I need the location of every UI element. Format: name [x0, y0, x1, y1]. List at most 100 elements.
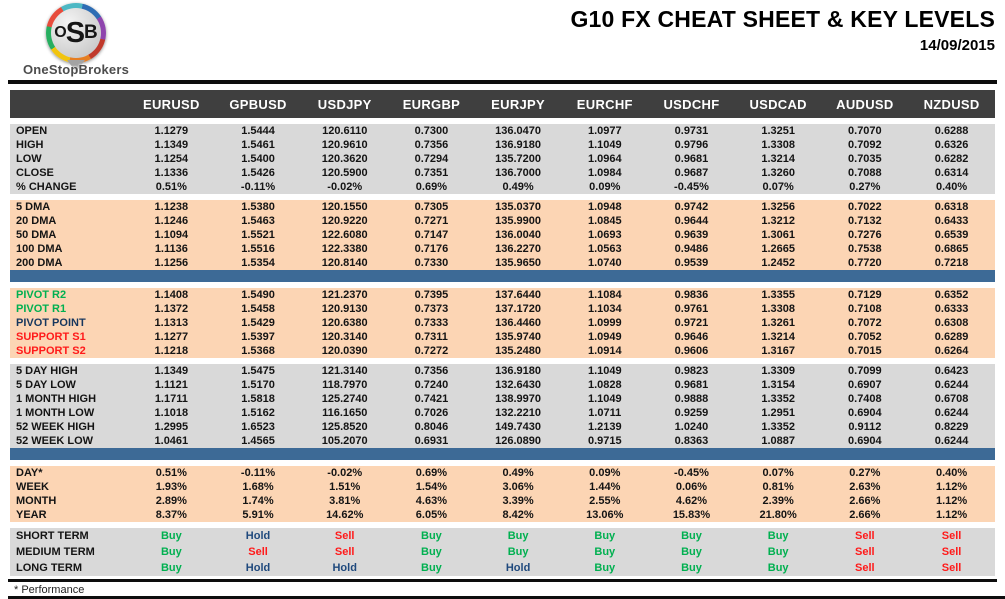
- cell-50-dma-usdcad: 1.3061: [734, 228, 822, 242]
- cell-open-eurjpy: 136.0470: [474, 124, 562, 138]
- cell-50-dma-usdjpy: 122.6080: [301, 228, 389, 242]
- cell-1-month-low-usdjpy: 116.1650: [301, 406, 389, 420]
- cell-support-s2-eurchf: 1.0914: [561, 344, 649, 358]
- cell-200-dma-audusd: 0.7720: [821, 256, 909, 270]
- cell-5-day-low-eurchf: 1.0828: [561, 378, 649, 392]
- cell-200-dma-nzdusd: 0.7218: [908, 256, 995, 270]
- cell-year-nzdusd: 1.12%: [908, 508, 995, 522]
- cell-1-month-high-eurchf: 1.1049: [561, 392, 649, 406]
- cell-medium-term-eurchf: Buy: [561, 544, 649, 560]
- table-row-1-month-low: 1 MONTH LOW 1.1018 1.5162 116.1650 0.7026 132…: [10, 406, 995, 420]
- cell-low-usdjpy: 120.3620: [301, 152, 389, 166]
- cell-100-dma-eurgbp: 0.7176: [388, 242, 475, 256]
- cell-20-dma-audusd: 0.7132: [821, 214, 909, 228]
- cell-change-gpbusd: -0.11%: [214, 180, 302, 194]
- cell-support-s1-eurusd: 1.1277: [128, 330, 215, 344]
- column-header-usdchf: USDCHF: [648, 90, 735, 118]
- cell-long-term-usdjpy: Hold: [301, 560, 389, 576]
- cell-low-nzdusd: 0.6282: [908, 152, 995, 166]
- cell-short-term-usdjpy: Sell: [301, 528, 389, 544]
- cell-low-eurjpy: 135.7200: [474, 152, 562, 166]
- cell-short-term-eurchf: Buy: [561, 528, 649, 544]
- cell-100-dma-eurusd: 1.1136: [128, 242, 215, 256]
- cell-pivot-r1-nzdusd: 0.6333: [908, 302, 995, 316]
- cell-5-day-low-nzdusd: 0.6244: [908, 378, 995, 392]
- cell-100-dma-usdcad: 1.2665: [734, 242, 822, 256]
- cell-pivot-r2-eurusd: 1.1408: [128, 288, 215, 302]
- cell-5-day-high-usdcad: 1.3309: [734, 364, 822, 378]
- cell-month-gpbusd: 1.74%: [214, 494, 302, 508]
- cell-5-dma-eurusd: 1.1238: [128, 200, 215, 214]
- table-row-5-dma: 5 DMA 1.1238 1.5380 120.1550 0.7305 135.0370 1…: [10, 200, 995, 214]
- cell-low-eurchf: 1.0964: [561, 152, 649, 166]
- cell-support-s1-nzdusd: 0.6289: [908, 330, 995, 344]
- cell-20-dma-nzdusd: 0.6433: [908, 214, 995, 228]
- cell-month-eurgbp: 4.63%: [388, 494, 475, 508]
- table-row-100-dma: 100 DMA 1.1136 1.5516 122.3380 0.7176 136.227…: [10, 242, 995, 256]
- cell-support-s2-eurusd: 1.1218: [128, 344, 215, 358]
- performance-footnote: * Performance: [14, 584, 85, 596]
- cell-close-eurjpy: 136.7000: [474, 166, 562, 180]
- cell-short-term-usdcad: Buy: [734, 528, 822, 544]
- cell-high-eurgbp: 0.7356: [388, 138, 475, 152]
- row-label-100-dma: 100 DMA: [10, 242, 128, 256]
- cell-pivot-point-eurgbp: 0.7333: [388, 316, 475, 330]
- cell-1-month-low-eurgbp: 0.7026: [388, 406, 475, 420]
- cell-year-eurgbp: 6.05%: [388, 508, 475, 522]
- cell-month-audusd: 2.66%: [821, 494, 909, 508]
- row-label-week: WEEK: [10, 480, 128, 494]
- section-ohlc: OPEN 1.1279 1.5444 120.6110 0.7300 136.0470 1.…: [10, 124, 995, 194]
- cell-long-term-eurgbp: Buy: [388, 560, 475, 576]
- cell-1-month-high-gpbusd: 1.5818: [214, 392, 302, 406]
- cell-year-audusd: 2.66%: [821, 508, 909, 522]
- cell-day-eurusd: 0.51%: [128, 466, 215, 480]
- cell-50-dma-eurgbp: 0.7147: [388, 228, 475, 242]
- blue-section-divider: [10, 270, 995, 282]
- cell-close-audusd: 0.7088: [821, 166, 909, 180]
- cell-200-dma-usdcad: 1.2452: [734, 256, 822, 270]
- cell-open-eurchf: 1.0977: [561, 124, 649, 138]
- cell-20-dma-usdcad: 1.3212: [734, 214, 822, 228]
- cell-month-usdcad: 2.39%: [734, 494, 822, 508]
- cell-year-eurchf: 13.06%: [561, 508, 649, 522]
- cell-52-week-high-audusd: 0.9112: [821, 420, 909, 434]
- cell-5-day-low-audusd: 0.6907: [821, 378, 909, 392]
- cell-52-week-high-eurusd: 1.2995: [128, 420, 215, 434]
- cell-close-usdcad: 1.3260: [734, 166, 822, 180]
- row-label-support-s1: SUPPORT S1: [10, 330, 128, 344]
- cell-pivot-r1-eurusd: 1.1372: [128, 302, 215, 316]
- table-row-close: CLOSE 1.1336 1.5426 120.5900 0.7351 136.7000 1…: [10, 166, 995, 180]
- cell-1-month-low-eurusd: 1.1018: [128, 406, 215, 420]
- cell-pivot-point-usdcad: 1.3261: [734, 316, 822, 330]
- cell-1-month-low-usdchf: 0.9259: [648, 406, 735, 420]
- cell-day-eurjpy: 0.49%: [474, 466, 562, 480]
- cell-5-day-low-usdchf: 0.9681: [648, 378, 735, 392]
- cell-support-s1-usdcad: 1.3214: [734, 330, 822, 344]
- cell-day-audusd: 0.27%: [821, 466, 909, 480]
- page-title: G10 FX CHEAT SHEET & KEY LEVELS: [570, 6, 995, 32]
- cell-pivot-point-usdchf: 0.9721: [648, 316, 735, 330]
- cell-high-usdchf: 0.9796: [648, 138, 735, 152]
- table-row-5-day-low: 5 DAY LOW 1.1121 1.5170 118.7970 0.7240 132.6…: [10, 378, 995, 392]
- cell-month-eurusd: 2.89%: [128, 494, 215, 508]
- cell-day-usdjpy: -0.02%: [301, 466, 389, 480]
- cell-short-term-gpbusd: Hold: [214, 528, 302, 544]
- cell-20-dma-eurchf: 1.0845: [561, 214, 649, 228]
- cell-close-eurchf: 1.0984: [561, 166, 649, 180]
- cell-low-eurusd: 1.1254: [128, 152, 215, 166]
- cell-20-dma-eurgbp: 0.7271: [388, 214, 475, 228]
- cell-long-term-gpbusd: Hold: [214, 560, 302, 576]
- row-label-day: DAY*: [10, 466, 128, 480]
- cell-20-dma-gpbusd: 1.5463: [214, 214, 302, 228]
- table-row-change: % CHANGE 0.51% -0.11% -0.02% 0.69% 0.49% 0.09%…: [10, 180, 995, 194]
- cell-50-dma-eurchf: 1.0693: [561, 228, 649, 242]
- cell-52-week-high-eurjpy: 149.7430: [474, 420, 562, 434]
- row-label-1-month-high: 1 MONTH HIGH: [10, 392, 128, 406]
- cell-support-s2-nzdusd: 0.6264: [908, 344, 995, 358]
- cell-day-eurchf: 0.09%: [561, 466, 649, 480]
- cell-1-month-high-usdcad: 1.3352: [734, 392, 822, 406]
- cell-52-week-low-nzdusd: 0.6244: [908, 434, 995, 448]
- cell-50-dma-eurusd: 1.1094: [128, 228, 215, 242]
- table-row-day: DAY* 0.51% -0.11% -0.02% 0.69% 0.49% 0.09% -0.4…: [10, 466, 995, 480]
- cell-52-week-low-gpbusd: 1.4565: [214, 434, 302, 448]
